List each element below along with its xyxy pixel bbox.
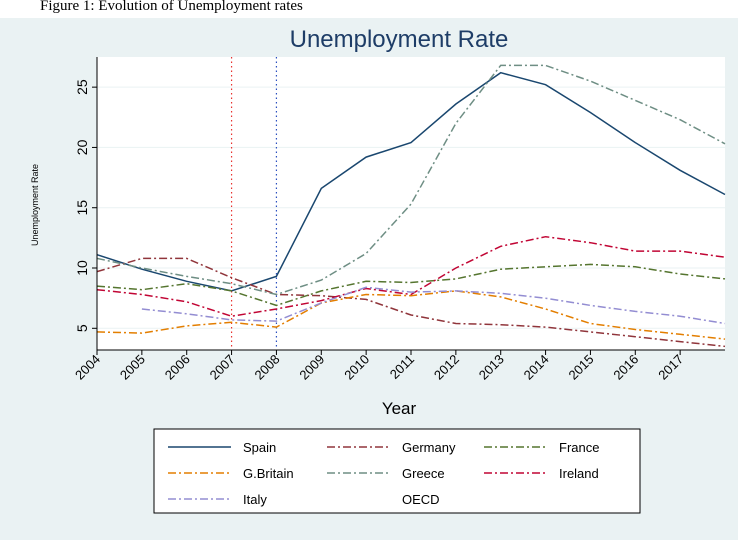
y-tick-label: 20 [74,139,90,155]
reference-lines [230,57,278,350]
series-line-g-britain [96,290,726,340]
y-tick-label: 15 [74,200,90,216]
y-tick-label: 10 [74,260,90,276]
legend-label-spain: Spain [243,440,276,455]
figure-caption: Figure 1: Evolution of Unemployment rate… [40,0,303,14]
grid-lines [97,86,725,329]
series-lines [96,64,726,348]
x-axis-label: Year [382,399,417,418]
legend-label-germany: Germany [402,440,456,455]
series-line-spain [96,71,726,292]
legend-label-france: France [559,440,599,455]
series-line-italy [141,286,726,325]
legend: Spain Germany France G.Britain Greece Ireland… [153,428,641,514]
legend-label-greece: Greece [402,466,445,481]
plot-area [97,57,725,350]
y-tick-label: 25 [74,79,90,95]
y-tick-label: 5 [74,324,90,332]
series-line-germany [96,257,726,348]
legend-label-oecd: OECD [402,492,440,507]
y-axis-label: Unemployment Rate [30,164,40,246]
legend-label-italy: Italy [243,492,267,507]
chart-title: Unemployment Rate [290,26,509,53]
legend-label-g-britain: G.Britain [243,466,294,481]
series-line-ireland [96,235,726,317]
legend-label-ireland: Ireland [559,466,599,481]
legend-box [153,428,641,514]
series-line-france [96,263,726,307]
